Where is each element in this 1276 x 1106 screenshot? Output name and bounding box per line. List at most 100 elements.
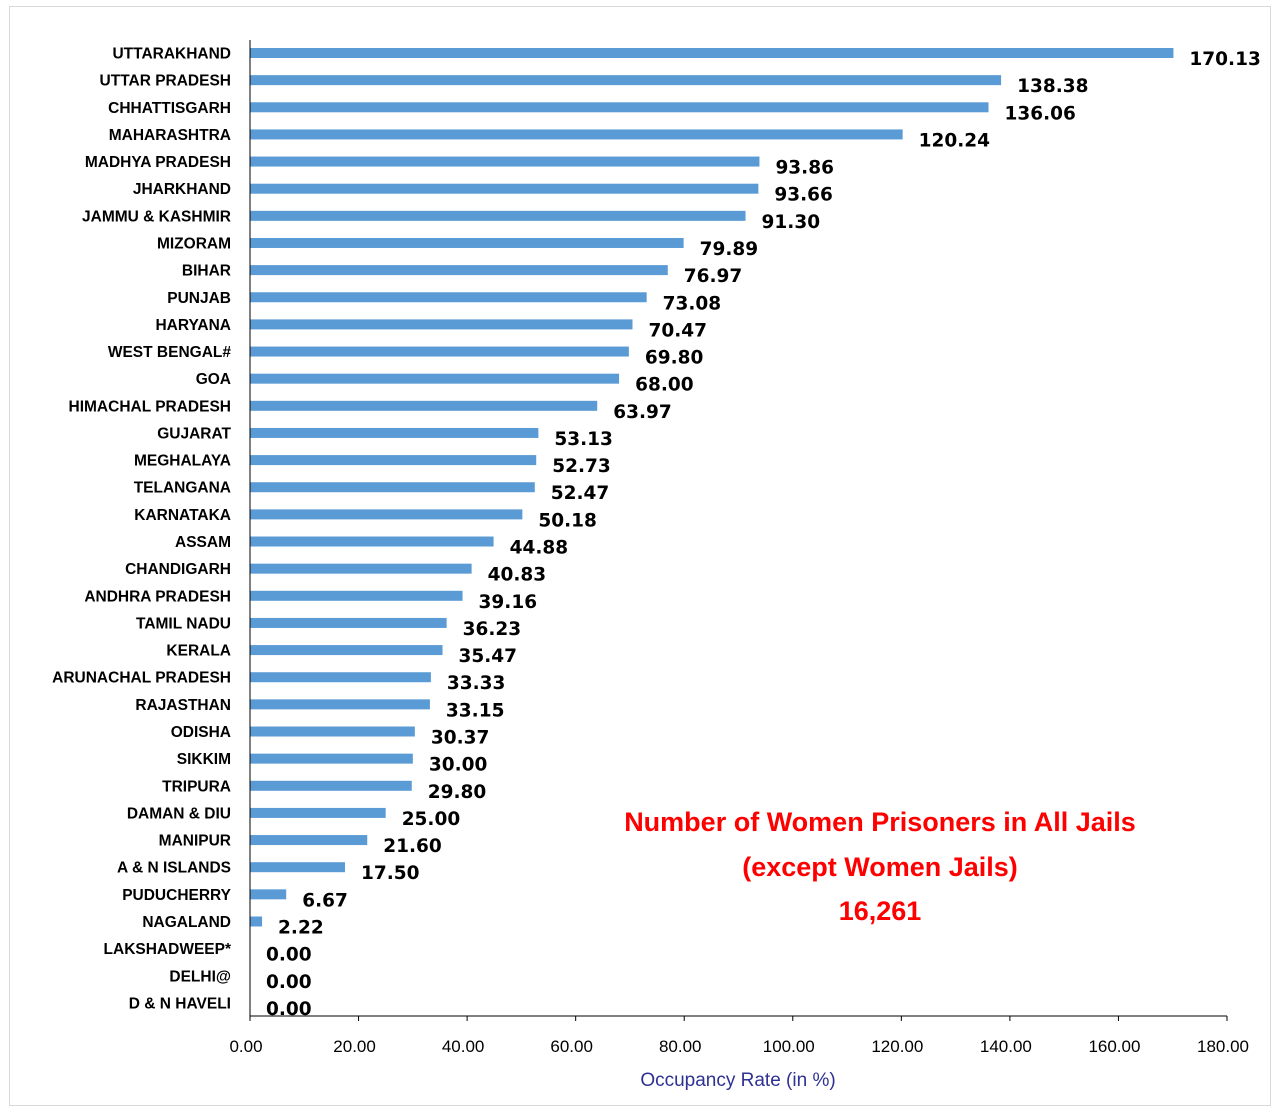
category-label-gujarat: GUJARAT — [157, 425, 231, 442]
bar-assam — [250, 536, 494, 547]
bar-rajasthan — [250, 699, 430, 710]
category-label-tamil-nadu: TAMIL NADU — [136, 615, 231, 632]
x-axis: 0.00 20.00 40.00 60.00 80.00 100.00 120.00 140.… — [229, 1015, 1249, 1056]
value-label-maharashtra: 120.24 — [919, 130, 991, 151]
bar-kerala — [250, 645, 443, 656]
bar-meghalaya — [250, 455, 537, 466]
bar-mizoram — [250, 237, 684, 248]
category-label-puducherry: PUDUCHERRY — [122, 887, 231, 904]
bar-uttarakhand — [250, 48, 1174, 58]
category-label-jammu-kashmir: JAMMU & KASHMIR — [82, 208, 231, 225]
value-label-puducherry: 6.67 — [302, 890, 348, 911]
bar-haryana — [250, 319, 633, 330]
value-label-delhi: 0.00 — [266, 972, 312, 993]
value-label-tamil-nadu: 36.23 — [463, 619, 522, 640]
bar-puducherry — [250, 889, 287, 900]
category-label-sikkim: SIKKIM — [177, 751, 231, 768]
value-label-a-n-islands: 17.50 — [361, 863, 420, 884]
bar-tripura — [250, 780, 412, 791]
bar-maharashtra — [250, 129, 903, 140]
value-label-telangana: 52.47 — [551, 483, 610, 504]
bar-tamil-nadu — [250, 617, 447, 628]
value-label-tripura: 29.80 — [428, 782, 487, 803]
category-label-telangana: TELANGANA — [134, 480, 231, 497]
bar-odisha — [250, 726, 415, 737]
category-label-andhra-pradesh: ANDHRA PRADESH — [84, 588, 231, 605]
value-label-west-bengal: 69.80 — [645, 348, 704, 369]
value-label-karnataka: 50.18 — [538, 510, 597, 531]
x-axis-title: Occupancy Rate (in %) — [640, 1070, 835, 1091]
value-label-haryana: 70.47 — [648, 320, 707, 341]
category-label-haryana: HARYANA — [155, 317, 231, 334]
category-label-goa: GOA — [196, 371, 231, 388]
bar-andhra-pradesh — [250, 590, 463, 601]
category-label-mizoram: MIZORAM — [157, 235, 231, 252]
value-label-jharkhand: 93.66 — [774, 185, 833, 206]
value-label-assam: 44.88 — [510, 538, 569, 559]
category-label-arunachal-pradesh: ARUNACHAL PRADESH — [52, 670, 231, 687]
value-label-punjab: 73.08 — [663, 293, 722, 314]
bar-daman-diu — [250, 807, 386, 818]
value-label-meghalaya: 52.73 — [552, 456, 611, 477]
bar-chhattisgarh — [250, 102, 989, 113]
bar-arunachal-pradesh — [250, 672, 431, 683]
value-label-nagaland: 2.22 — [278, 917, 324, 938]
value-label-chandigarh: 40.83 — [488, 565, 547, 586]
bar-jharkhand — [250, 183, 759, 194]
category-label-himachal-pradesh: HIMACHAL PRADESH — [69, 398, 231, 415]
category-label-chhattisgarh: CHHATTISGARH — [108, 100, 231, 117]
category-label-a-n-islands: A & N ISLANDS — [117, 860, 231, 877]
value-label-kerala: 35.47 — [459, 646, 518, 667]
value-label-daman-diu: 25.00 — [402, 809, 461, 830]
bar-west-bengal — [250, 346, 629, 357]
value-label-rajasthan: 33.15 — [446, 700, 505, 721]
x-tick-label: 0.00 — [229, 1037, 262, 1056]
bar-punjab — [250, 292, 647, 303]
value-label-lakshadweep: 0.00 — [266, 945, 312, 966]
bar-telangana — [250, 482, 535, 493]
category-label-nagaland: NAGALAND — [142, 914, 231, 931]
value-label-manipur: 21.60 — [383, 836, 442, 857]
value-label-himachal-pradesh: 63.97 — [613, 402, 672, 423]
category-label-manipur: MANIPUR — [159, 833, 231, 850]
annotation-line-2: (except Women Jails) — [742, 852, 1018, 882]
value-label-andhra-pradesh: 39.16 — [479, 592, 538, 613]
category-label-delhi: DELHI@ — [169, 968, 231, 985]
value-label-uttar-pradesh: 138.38 — [1017, 76, 1088, 97]
x-tick-label: 140.00 — [980, 1037, 1032, 1056]
category-label-daman-diu: DAMAN & DIU — [127, 805, 231, 822]
category-label-uttarakhand: UTTARAKHAND — [112, 46, 231, 63]
category-label-jharkhand: JHARKHAND — [133, 181, 231, 198]
bar-sikkim — [250, 753, 413, 764]
category-label-uttar-pradesh: UTTAR PRADESH — [100, 73, 231, 90]
x-tick-label: 60.00 — [550, 1037, 593, 1056]
value-label-d-n-haveli: 0.00 — [266, 999, 312, 1020]
bar-uttar-pradesh — [250, 75, 1002, 86]
value-label-madhya-pradesh: 93.86 — [775, 158, 834, 179]
x-tick-label: 80.00 — [659, 1037, 702, 1056]
value-label-jammu-kashmir: 91.30 — [762, 212, 821, 233]
category-label-maharashtra: MAHARASHTRA — [109, 127, 231, 144]
bars-group — [250, 48, 1174, 927]
x-tick-label: 160.00 — [1088, 1037, 1140, 1056]
value-label-uttarakhand: 170.13 — [1189, 49, 1260, 70]
bar-a-n-islands — [250, 862, 345, 873]
category-label-rajasthan: RAJASTHAN — [135, 697, 231, 714]
x-tick-label: 180.00 — [1197, 1037, 1249, 1056]
x-tick-label: 20.00 — [333, 1037, 376, 1056]
category-label-madhya-pradesh: MADHYA PRADESH — [85, 154, 231, 171]
annotation-line-1: Number of Women Prisoners in All Jails — [624, 807, 1136, 837]
category-label-meghalaya: MEGHALAYA — [134, 453, 231, 470]
bar-bihar — [250, 265, 668, 276]
bar-nagaland — [250, 916, 263, 927]
category-label-west-bengal: WEST BENGAL# — [108, 344, 232, 361]
value-label-chhattisgarh: 136.06 — [1005, 103, 1076, 124]
bar-chandigarh — [250, 563, 472, 574]
value-label-gujarat: 53.13 — [554, 429, 613, 450]
value-label-sikkim: 30.00 — [429, 755, 488, 776]
value-label-goa: 68.00 — [635, 375, 694, 396]
bar-goa — [250, 373, 620, 384]
category-label-bihar: BIHAR — [182, 263, 231, 280]
category-labels: UTTARAKHAND UTTAR PRADESH CHHATTISGARH MAHA… — [52, 46, 232, 1013]
